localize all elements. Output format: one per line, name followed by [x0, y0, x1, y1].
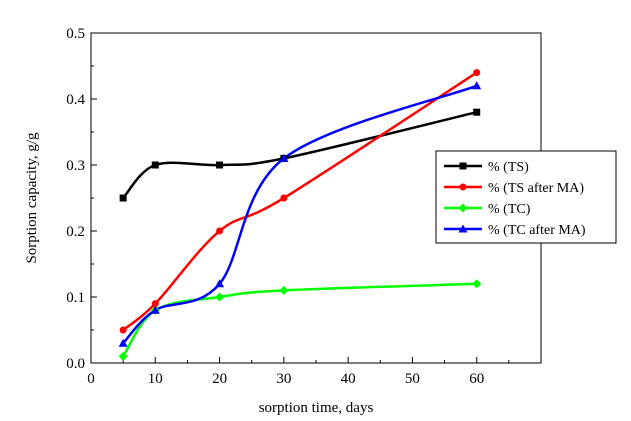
- y-tick-label: 0.1: [66, 290, 85, 306]
- legend-marker-3: [458, 203, 468, 213]
- data-point-series-2: [473, 69, 481, 77]
- legend-marker-2: [459, 183, 467, 191]
- x-tick-label: 40: [341, 371, 356, 387]
- x-tick-label: 30: [276, 371, 291, 387]
- x-tick-label: 20: [212, 371, 227, 387]
- data-point-series-2: [151, 300, 159, 308]
- legend-marker-4: [458, 224, 468, 233]
- data-point-series-4: [472, 81, 482, 90]
- series-line-2: [122, 71, 478, 331]
- data-point-series-2: [216, 227, 224, 235]
- data-point-series-4: [118, 338, 128, 347]
- data-point-series-1: [473, 108, 481, 116]
- data-point-series-2: [119, 326, 127, 334]
- legend-label-4: % (TC after MA): [488, 223, 586, 238]
- legend-marker-1: [459, 162, 467, 170]
- data-point-series-3: [215, 292, 225, 302]
- legend-label-2: % (TS after MA): [488, 181, 584, 196]
- data-point-series-4: [215, 279, 225, 288]
- x-tick-label: 10: [148, 371, 163, 387]
- legend-label-3: % (TC): [488, 202, 531, 217]
- data-point-series-1: [119, 194, 127, 202]
- data-point-series-3: [472, 279, 482, 289]
- data-point-series-4: [279, 153, 289, 162]
- data-point-series-3: [118, 351, 128, 361]
- y-axis-label: Sorption capacity, g/g: [24, 132, 40, 264]
- x-tick-label: 50: [405, 371, 420, 387]
- legend-label-1: % (TS): [488, 160, 529, 175]
- y-tick-label: 0.4: [66, 92, 85, 108]
- legend: % (TS) % (TS after MA) % (TC) % (TC after M…: [435, 150, 617, 244]
- data-point-series-1: [151, 161, 159, 169]
- data-point-series-2: [280, 194, 288, 202]
- y-tick-label: 0.0: [66, 356, 85, 372]
- data-point-series-1: [216, 161, 224, 169]
- series-lines: [122, 71, 478, 358]
- x-axis-label: sorption time, days: [259, 400, 374, 416]
- series-markers: [118, 69, 482, 361]
- series-line-3: [122, 282, 477, 358]
- x-axis-ticks: 0 10 20 30 40 50 60: [87, 357, 510, 387]
- y-axis-ticks: 0.0 0.1 0.2 0.3 0.4 0.5: [66, 26, 97, 372]
- y-tick-label: 0.2: [66, 224, 85, 240]
- y-tick-label: 0.5: [66, 26, 85, 42]
- data-point-series-3: [279, 285, 289, 295]
- series-line-1: [122, 110, 477, 199]
- y-tick-label: 0.3: [66, 158, 85, 174]
- x-tick-label: 60: [469, 371, 484, 387]
- x-tick-label: 0: [87, 371, 95, 387]
- data-point-series-4: [150, 305, 160, 314]
